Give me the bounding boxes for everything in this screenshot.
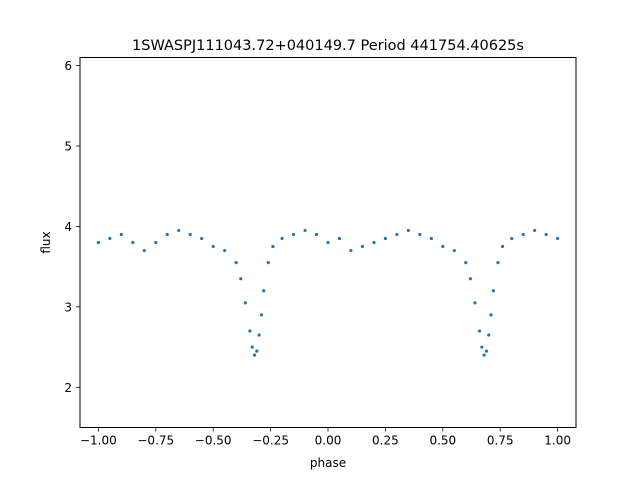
- data-point: [243, 301, 247, 305]
- data-point: [252, 353, 257, 357]
- data-point: [314, 232, 319, 237]
- data-point: [349, 248, 353, 253]
- data-point: [188, 232, 192, 237]
- x-tick-label: 0.50: [429, 434, 456, 448]
- data-point: [259, 313, 264, 317]
- data-point: [510, 236, 514, 241]
- data-point: [489, 313, 493, 317]
- data-point: [395, 232, 399, 237]
- data-point: [96, 240, 100, 245]
- data-point: [429, 236, 433, 241]
- data-point: [496, 261, 500, 265]
- data-point: [165, 232, 169, 237]
- data-point: [211, 244, 215, 249]
- y-tick-label: 6: [64, 59, 72, 73]
- data-point: [500, 244, 505, 249]
- data-point: [200, 236, 204, 241]
- data-point: [468, 277, 472, 281]
- data-point: [131, 240, 135, 245]
- data-point: [418, 232, 422, 237]
- data-point: [477, 329, 482, 333]
- data-point: [484, 349, 489, 353]
- x-tick-label: −1.00: [80, 434, 117, 448]
- data-point: [234, 261, 238, 265]
- data-point: [257, 333, 261, 337]
- data-point: [487, 333, 491, 337]
- data-point: [250, 345, 254, 349]
- data-point: [108, 236, 112, 241]
- data-point: [441, 244, 445, 249]
- y-tick-label: 3: [64, 300, 72, 314]
- x-tick-label: 0.25: [372, 434, 399, 448]
- data-point: [464, 261, 468, 265]
- y-tick-label: 2: [64, 381, 72, 395]
- data-point: [482, 353, 486, 357]
- data-point: [473, 301, 477, 305]
- data-point: [533, 228, 537, 233]
- data-point: [262, 289, 266, 293]
- data-point: [480, 345, 484, 349]
- x-tick-label: 0.00: [315, 434, 342, 448]
- data-point: [239, 277, 243, 281]
- x-axis-label: phase: [310, 456, 346, 470]
- data-point: [383, 236, 388, 241]
- x-tick-label: −0.75: [137, 434, 174, 448]
- data-point: [372, 240, 376, 245]
- data-point: [337, 236, 342, 241]
- data-point: [271, 244, 275, 249]
- data-point: [544, 232, 548, 237]
- data-point: [360, 244, 365, 249]
- data-point: [266, 261, 270, 265]
- data-point: [521, 232, 525, 237]
- data-point: [154, 240, 158, 245]
- y-axis-label: flux: [39, 231, 53, 253]
- data-point: [491, 289, 495, 293]
- data-point: [452, 248, 456, 253]
- x-tick-label: −0.25: [252, 434, 289, 448]
- x-tick-label: −0.50: [195, 434, 232, 448]
- data-point: [177, 228, 181, 233]
- data-point: [223, 248, 227, 253]
- data-point: [255, 349, 259, 353]
- data-point: [142, 248, 146, 253]
- data-point: [326, 240, 330, 245]
- y-tick-label: 5: [64, 139, 72, 153]
- y-tick-label: 4: [64, 220, 72, 234]
- y-axis-ticks: 2 3 4 5 6: [64, 59, 80, 395]
- scatter-points: [96, 228, 560, 357]
- x-tick-label: 1.00: [544, 434, 571, 448]
- data-point: [291, 232, 296, 237]
- data-point: [248, 329, 252, 333]
- data-point: [406, 228, 410, 233]
- data-point: [556, 236, 560, 241]
- chart-title: 1SWASPJ111043.72+040149.7 Period 441754.…: [132, 38, 524, 54]
- data-point: [119, 232, 123, 237]
- x-tick-label: 0.75: [487, 434, 514, 448]
- x-axis-ticks: −1.00 −0.75 −0.50 −0.25 0.00 0.25 0.50 0.75 1.00: [80, 427, 571, 448]
- data-point: [303, 228, 307, 233]
- data-point: [280, 236, 284, 241]
